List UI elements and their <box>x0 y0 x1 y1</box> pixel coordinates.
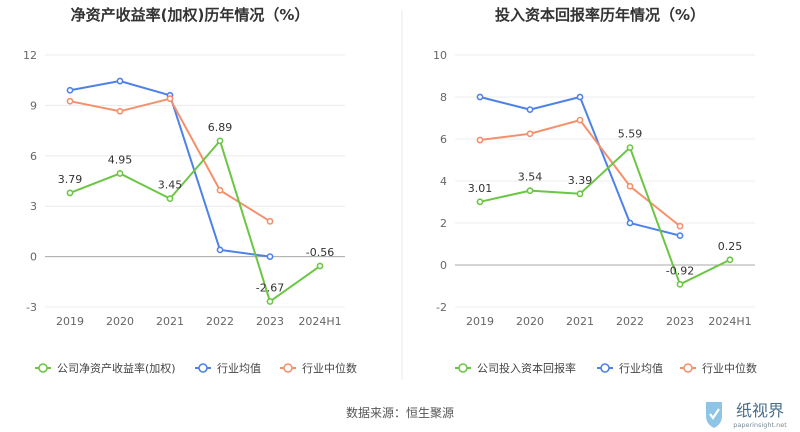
y-tick-label: 8 <box>440 91 447 104</box>
data-label: 5.59 <box>618 128 643 141</box>
data-label: 3.54 <box>518 171 543 184</box>
data-point <box>526 130 534 138</box>
data-label: -0.92 <box>666 264 694 277</box>
data-point <box>66 86 74 94</box>
data-point <box>626 144 634 152</box>
legend-marker <box>198 363 208 373</box>
check-icon <box>709 408 720 420</box>
data-point <box>676 222 684 230</box>
data-label: 3.79 <box>58 173 83 186</box>
legend-marker <box>600 363 610 373</box>
data-label: 4.95 <box>108 153 133 166</box>
data-point <box>116 77 124 85</box>
x-tick-label: 2022 <box>616 315 644 328</box>
y-tick-label: 9 <box>30 99 37 112</box>
chart-panel-1: 净资产收益率(加权)历年情况（%） 12 9 6 3 0 -3 2019 2020 2021 202… <box>23 6 357 375</box>
data-point <box>66 97 74 105</box>
x-tick-label: 2024H1 <box>298 315 341 328</box>
data-label: 3.01 <box>468 182 493 195</box>
data-point <box>526 106 534 113</box>
x-tick-label: 2021 <box>156 315 184 328</box>
chart-title: 投入资本回报率历年情况（%） <box>495 6 705 24</box>
data-label: 3.45 <box>158 179 183 192</box>
legend-label: 行业中位数 <box>702 361 757 375</box>
x-tick-label: 2021 <box>566 315 594 328</box>
legend-marker <box>683 363 693 373</box>
data-point <box>116 107 124 115</box>
data-label: -2.67 <box>256 281 284 294</box>
y-tick-label: 0 <box>440 259 447 272</box>
data-point <box>266 298 274 305</box>
data-point <box>316 262 324 270</box>
logo-name: 纸视界 <box>736 401 784 420</box>
y-tick-label: 2 <box>440 217 447 230</box>
y-tick-label: 10 <box>433 49 447 62</box>
legend-label: 行业中位数 <box>302 361 357 375</box>
y-tick-label: 6 <box>30 150 37 163</box>
chart-panel-2: 投入资本回报率历年情况（%） 10 8 6 4 2 0 -2 2019 2020 2021 2022 2… <box>433 6 757 375</box>
data-point <box>476 136 484 144</box>
data-point <box>626 219 634 227</box>
data-label: -0.56 <box>306 246 334 259</box>
data-point <box>266 217 274 225</box>
data-label: 6.89 <box>208 121 233 134</box>
x-tick-label: 2020 <box>516 315 544 328</box>
y-tick-label: -3 <box>26 301 37 314</box>
data-point <box>476 198 484 206</box>
data-point <box>576 190 584 198</box>
y-tick-label: 6 <box>440 133 447 146</box>
data-source-footer: 数据来源：恒生聚源 <box>345 406 454 420</box>
legend-label: 公司净资产收益率(加权) <box>57 361 176 375</box>
x-tick-label: 2019 <box>56 315 84 328</box>
legend-label: 行业均值 <box>217 362 261 375</box>
x-tick-label: 2022 <box>206 315 234 328</box>
x-tick-label: 2019 <box>466 315 494 328</box>
chart-title: 净资产收益率(加权)历年情况（%） <box>71 6 310 24</box>
data-point <box>116 170 124 177</box>
x-tick-label: 2023 <box>256 315 284 328</box>
data-point <box>266 253 274 260</box>
y-tick-label: 3 <box>30 200 37 213</box>
legend-label: 行业均值 <box>619 362 663 375</box>
data-point <box>626 182 634 190</box>
data-point <box>526 187 534 195</box>
y-tick-label: 12 <box>23 49 37 62</box>
data-point <box>166 95 174 103</box>
legend-marker <box>458 363 468 373</box>
y-tick-label: -2 <box>436 301 447 314</box>
data-point <box>166 195 174 203</box>
legend-marker <box>38 363 48 373</box>
x-tick-label: 2024H1 <box>708 315 751 328</box>
data-label: 3.39 <box>568 174 593 187</box>
y-tick-label: 4 <box>440 175 447 188</box>
data-point <box>216 137 224 145</box>
data-point <box>576 116 584 124</box>
data-point <box>216 246 224 254</box>
y-tick-label: 0 <box>30 251 37 264</box>
x-tick-label: 2020 <box>106 315 134 328</box>
data-point <box>676 280 684 288</box>
data-point <box>726 256 734 264</box>
logo-url: paperinsight.net <box>733 421 787 429</box>
data-point <box>676 232 684 239</box>
legend-label: 公司投入资本回报率 <box>477 361 576 375</box>
series-line <box>479 146 731 286</box>
data-point <box>476 93 484 101</box>
paperinsight-logo: 纸视界 paperinsight.net <box>706 401 787 429</box>
series-line <box>69 139 321 303</box>
legend-marker <box>283 363 293 373</box>
data-point <box>576 93 584 101</box>
data-point <box>66 189 74 197</box>
data-label: 0.25 <box>718 240 743 253</box>
data-point <box>216 186 224 194</box>
x-tick-label: 2023 <box>666 315 694 328</box>
